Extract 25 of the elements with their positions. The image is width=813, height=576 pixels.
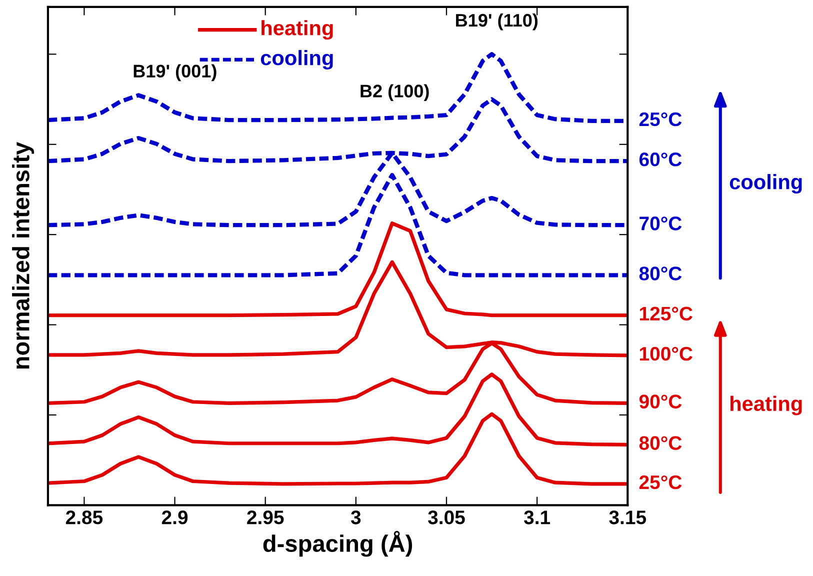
text: B19' (110) [456, 13, 538, 30]
x-axis-title: d-spacing (Å) [263, 530, 412, 557]
x-tick-label: 3.15 [609, 510, 646, 524]
series-label: 70°C [640, 216, 682, 230]
annotation: B19' (001) [134, 64, 216, 82]
series-label: 125°C [640, 306, 692, 321]
text: heating [730, 396, 802, 416]
annotation: cooling [260, 50, 333, 70]
series-label: 100°C [640, 346, 692, 361]
text: cooling [730, 174, 802, 194]
series-label: 25°C [639, 475, 682, 490]
series-label: 90°C [639, 394, 682, 408]
series-label: 25°C [639, 112, 682, 126]
series-label: 80°C [639, 436, 682, 450]
x-tick-label: 2.95 [247, 510, 284, 524]
series-label: 60°C [639, 152, 682, 166]
y-axis-title: normalized intensity [12, 142, 34, 369]
x-tick-label: 3.1 [524, 510, 550, 524]
x-tick-label: 3 [350, 510, 361, 524]
x-tick-label: 3.05 [428, 510, 465, 524]
x-tick-label: 2.9 [162, 510, 188, 524]
series-label: 80°C [639, 266, 682, 280]
annotation: B2 (100) [360, 84, 429, 102]
text: heating [262, 20, 333, 40]
x-tick-label: 2.85 [66, 510, 103, 524]
